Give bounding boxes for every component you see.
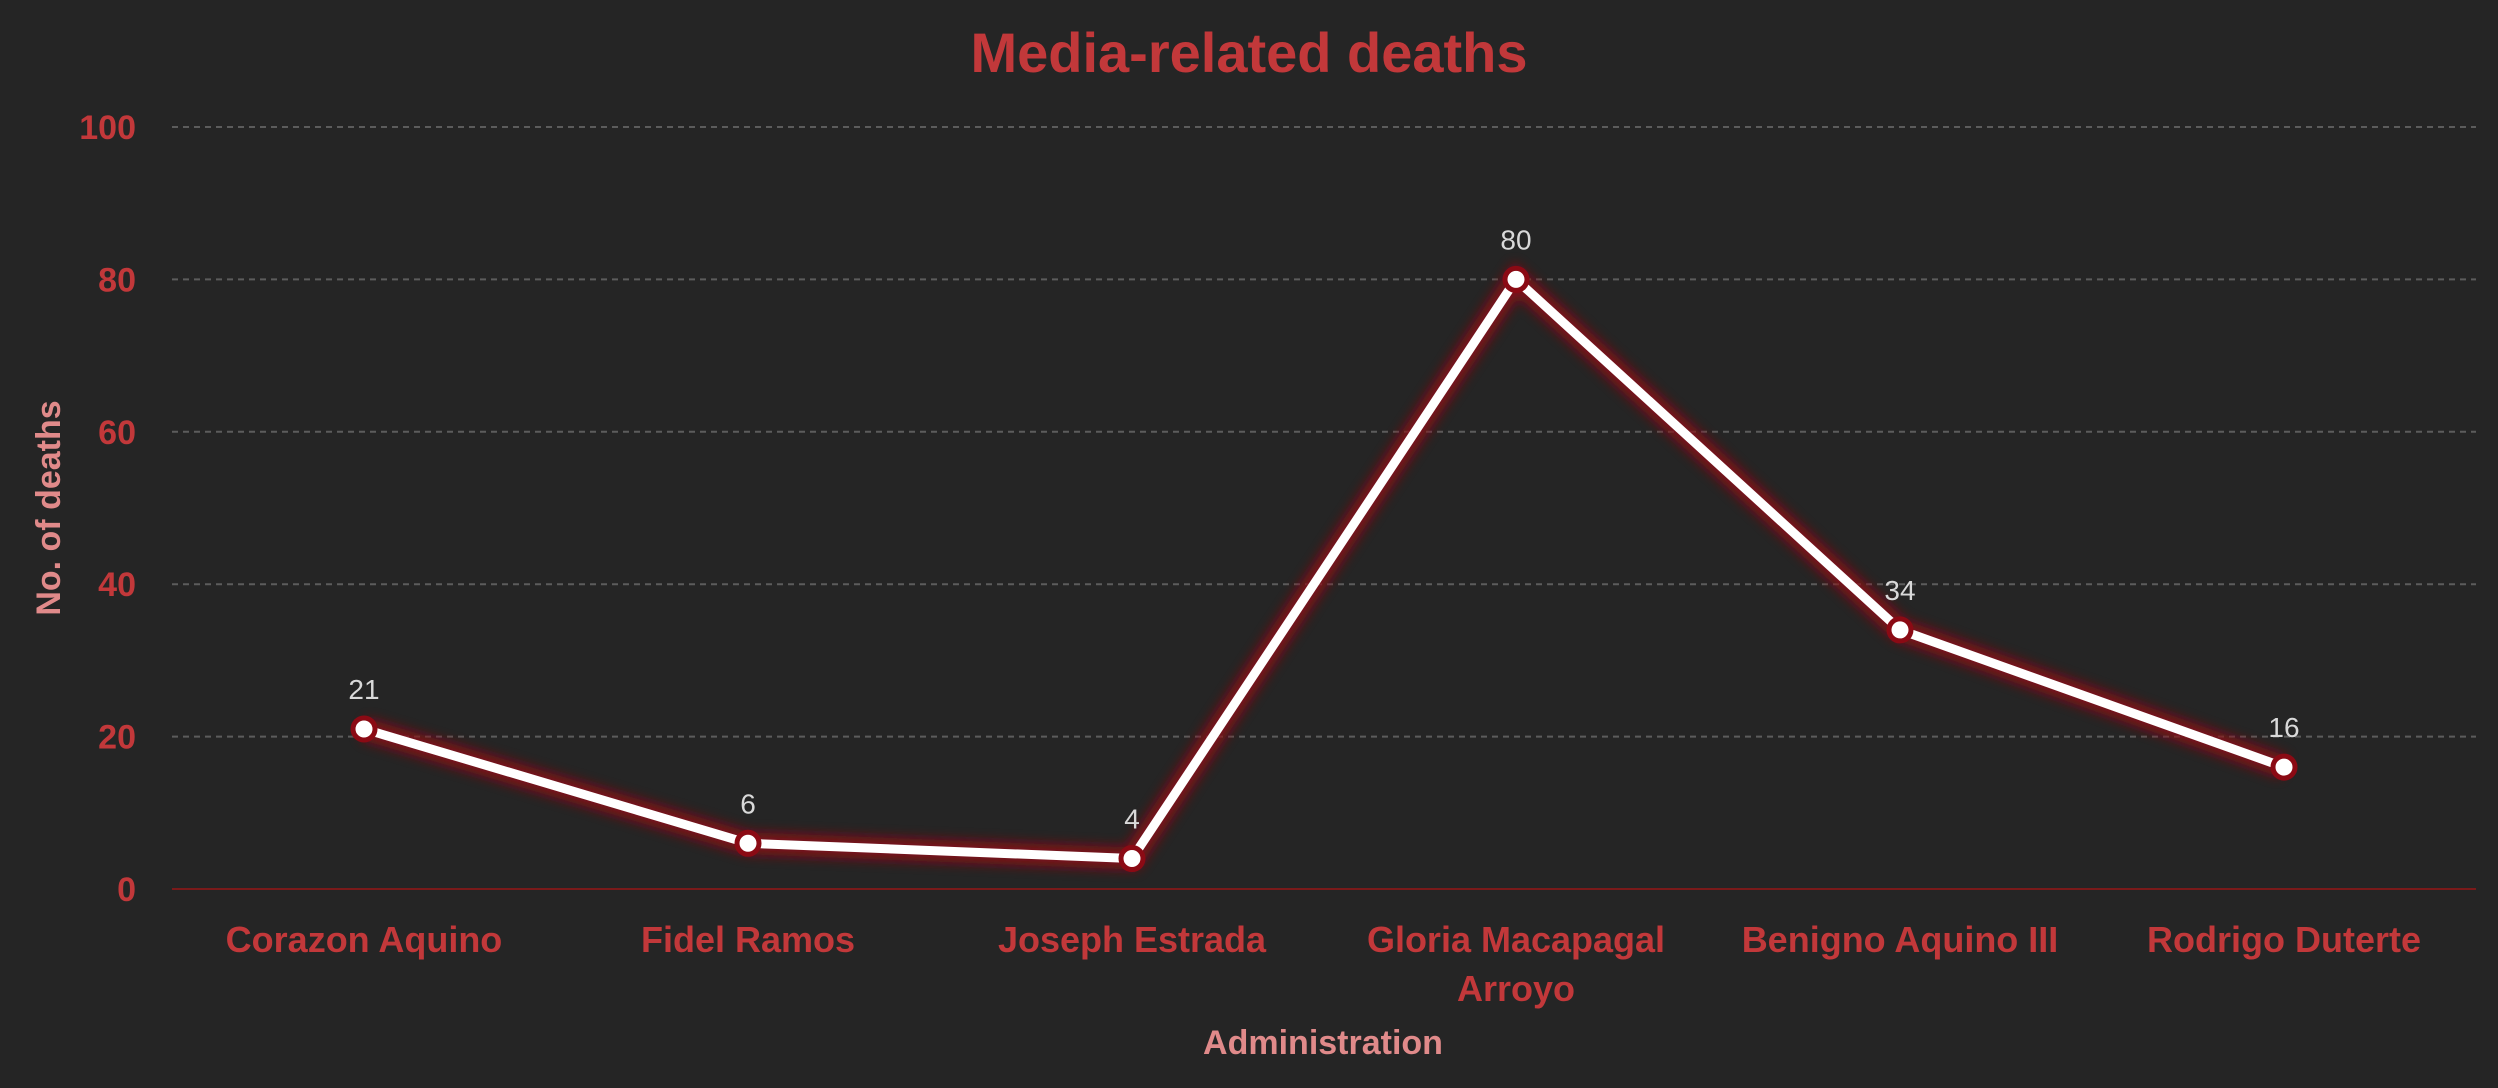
y-tick-label: 100: [79, 109, 136, 147]
data-label: 6: [740, 788, 756, 819]
x-axis-ticks: Corazon Aquino Fidel Ramos Joseph Estrada G…: [226, 919, 2421, 1009]
data-point-marker: [2270, 753, 2298, 781]
x-tick-label: Gloria Macapagal Arroyo: [1367, 919, 1665, 1009]
y-axis-title: No. of deaths: [30, 400, 68, 615]
data-label: 16: [2268, 712, 2299, 743]
series-line-path: [362, 272, 2286, 864]
data-label: 80: [1500, 224, 1531, 255]
data-point-marker: [1502, 265, 1530, 293]
series-line: [360, 262, 2288, 870]
data-label: 21: [348, 674, 379, 705]
y-tick-label: 80: [98, 261, 136, 299]
data-label: 4: [1124, 804, 1140, 835]
data-point-marker: [350, 715, 378, 743]
x-tick-label: Rodrigo Duterte: [2147, 919, 2421, 960]
y-axis-ticks: 0 20 40 60 80 100: [79, 109, 136, 909]
y-tick-label: 0: [117, 871, 136, 909]
data-point-marker: [734, 829, 762, 857]
x-axis-title: Administration: [1203, 1024, 1443, 1062]
x-tick-label: Joseph Estrada: [998, 919, 1267, 960]
y-tick-label: 20: [98, 719, 136, 757]
data-point-marker: [1886, 616, 1914, 644]
chart-title: Media-related deaths: [970, 21, 1527, 84]
x-tick-label: Corazon Aquino: [226, 919, 503, 960]
data-point-marker: [1118, 845, 1146, 873]
data-labels: 21 6 4 80 34 16: [348, 224, 2299, 834]
y-tick-label: 40: [98, 566, 136, 604]
gridlines: [172, 126, 2476, 890]
data-label: 34: [1884, 575, 1915, 606]
x-tick-label: Fidel Ramos: [641, 919, 855, 960]
x-tick-label: Benigno Aquino III: [1742, 919, 2059, 960]
series-markers: [350, 265, 2298, 873]
y-tick-label: 60: [98, 414, 136, 452]
